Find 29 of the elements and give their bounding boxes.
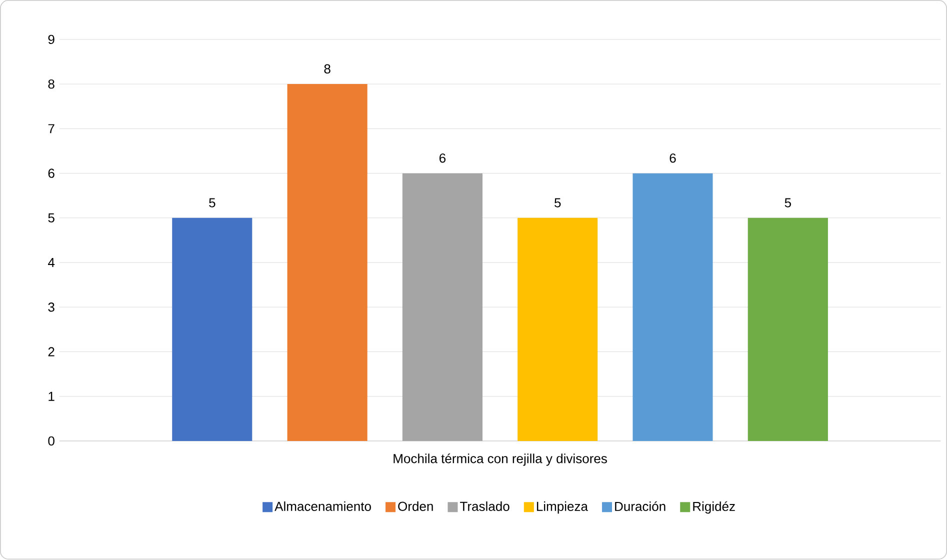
y-tick-label: 8 bbox=[48, 80, 54, 89]
x-tick-label: Mochila térmica con rejilla y divisores bbox=[394, 454, 607, 466]
legend-label: Orden bbox=[398, 502, 433, 512]
legend-label: Limpieza bbox=[536, 502, 588, 514]
bar bbox=[402, 174, 483, 442]
y-tick-label: 0 bbox=[48, 436, 54, 446]
y-tick-label: 2 bbox=[48, 347, 54, 357]
y-tick-label: 9 bbox=[48, 35, 54, 44]
bar bbox=[172, 218, 252, 442]
bar bbox=[287, 84, 368, 442]
y-tick-label: 5 bbox=[48, 214, 54, 223]
legend-label: Almacenamiento bbox=[274, 502, 371, 512]
legend-label: Duración bbox=[615, 502, 666, 512]
y-tick-label: 3 bbox=[48, 302, 54, 312]
y-tick-label: 7 bbox=[48, 124, 54, 134]
legend-label: Rigidéz bbox=[693, 502, 735, 514]
y-tick-label: 6 bbox=[48, 168, 54, 178]
data-label: 5 bbox=[554, 198, 561, 208]
data-label: 5 bbox=[784, 198, 791, 208]
y-tick-label: 1 bbox=[48, 392, 54, 402]
data-label: 8 bbox=[324, 64, 330, 74]
data-label: 6 bbox=[670, 154, 676, 163]
y-tick-label: 4 bbox=[48, 258, 55, 268]
bar bbox=[632, 174, 713, 442]
bar bbox=[518, 218, 598, 442]
data-label: 5 bbox=[209, 198, 216, 208]
legend-label: Traslado bbox=[460, 502, 510, 512]
bar bbox=[748, 218, 828, 442]
data-label: 6 bbox=[440, 154, 446, 163]
